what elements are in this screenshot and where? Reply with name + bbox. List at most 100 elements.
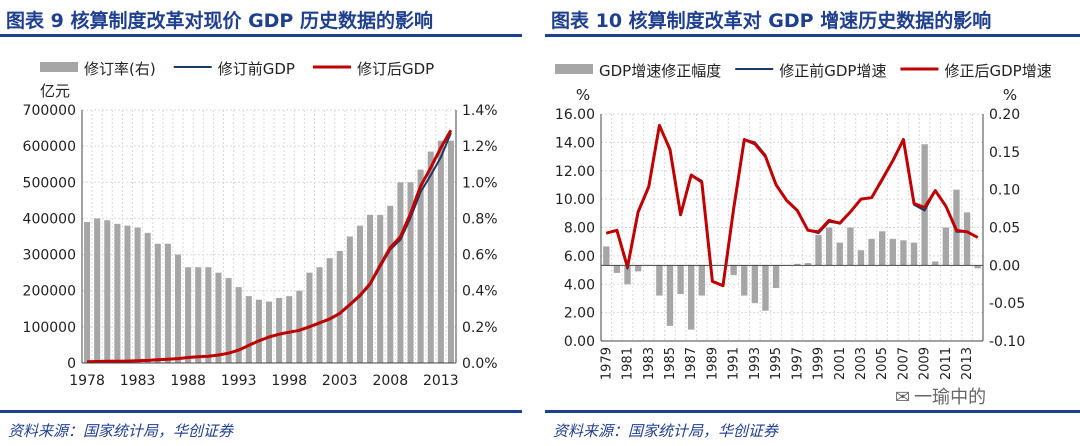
x-tick-label: 1993 (221, 373, 257, 389)
y-left-tick-label: 400000 (23, 211, 76, 227)
bar (437, 140, 444, 363)
y-left-tick-label: 6.00 (564, 249, 595, 265)
x-tick-label: 2003 (322, 373, 358, 389)
x-tick-label: 2005 (875, 347, 890, 380)
bar (134, 227, 141, 363)
bar (963, 212, 971, 266)
bar (174, 254, 182, 363)
bar (825, 227, 833, 266)
y-right-tick-label: 1.2% (462, 139, 498, 155)
x-tick-label: 2007 (896, 347, 911, 380)
y-left-tick-label: 700000 (23, 103, 76, 119)
bar (900, 240, 907, 266)
bar (185, 267, 192, 363)
y-left-tick-label: 200000 (23, 284, 76, 300)
right-panel: 图表 10 核算制度改革对 GDP 增速历史数据的影响 0.00 2.00 4.00… (545, 0, 1080, 446)
x-tick-label: 1979 (599, 347, 614, 380)
legend-label: 修订率(右) (84, 60, 156, 78)
bar (688, 265, 695, 330)
y-right-tick-label: 0.0% (462, 356, 498, 372)
legend-swatch (555, 64, 593, 74)
left-panel: 图表 9 核算制度改革对现价 GDP 历史数据的影响 0 100000 200000… (0, 0, 522, 446)
x-tick-label: 1988 (170, 373, 206, 389)
bar (932, 261, 939, 266)
x-tick-label: 1993 (748, 347, 763, 380)
bar (306, 272, 313, 363)
bar (215, 272, 222, 363)
bar (677, 265, 684, 295)
bar (367, 214, 374, 363)
y-left-tick-label: 10.00 (555, 192, 595, 208)
y-left-unit: 亿元 (40, 82, 70, 100)
y-left-tick-label: 2.00 (564, 306, 595, 322)
bar (336, 250, 343, 363)
bar (276, 297, 283, 363)
bar (387, 205, 394, 363)
y-right-tick-label: 0.15 (989, 145, 1020, 161)
y-left-tick-label: 300000 (23, 248, 76, 264)
y-right-tick-label: 1.0% (462, 175, 498, 191)
bar (225, 278, 232, 363)
bar (124, 225, 131, 363)
series-line (87, 129, 453, 364)
bar (407, 182, 414, 363)
bar (265, 301, 273, 363)
x-tick-label: 1997 (790, 347, 805, 380)
legend-label: 修订后GDP (357, 60, 434, 78)
x-tick-label: 1981 (621, 347, 636, 380)
y-left-tick-label: 14.00 (555, 135, 595, 151)
legend-label: 修订前GDP (218, 60, 295, 78)
bar (847, 227, 854, 266)
bar (698, 265, 705, 296)
bar (255, 299, 262, 363)
x-tick-label: 1987 (684, 347, 699, 380)
bar (144, 232, 151, 363)
bar (666, 265, 674, 326)
bar (316, 267, 323, 363)
bar (804, 263, 812, 266)
legend-swatch (40, 62, 78, 72)
y-right-tick-label: 0.6% (462, 248, 498, 264)
y-right-tick-label: 0.05 (989, 221, 1020, 237)
bar (286, 296, 293, 363)
watermark: ✉ 一瑜中的 (895, 383, 986, 409)
bar (235, 287, 242, 363)
bottom-rule (545, 410, 1080, 413)
bar (346, 236, 353, 363)
bar (205, 267, 212, 363)
bar (624, 265, 631, 285)
bar (296, 290, 303, 363)
series-line (605, 123, 979, 288)
bar (154, 243, 161, 363)
bar (377, 214, 384, 363)
bar (104, 220, 111, 363)
y-left-tick-label: 0 (67, 356, 76, 372)
bar (613, 265, 621, 273)
x-tick-label: 2013 (423, 373, 459, 389)
x-tick-label: 1983 (642, 347, 657, 380)
x-tick-label: 1999 (812, 347, 827, 380)
bar (762, 265, 769, 311)
bar (603, 246, 610, 266)
bar (427, 151, 434, 363)
source-note-right: 资料来源：国家统计局，华创证券 (553, 422, 779, 440)
x-tick-label: 1998 (271, 373, 307, 389)
bar (772, 265, 780, 289)
legend-label: 修正前GDP增速 (779, 62, 886, 80)
bar (84, 222, 91, 363)
bar (974, 265, 981, 269)
y-left-tick-label: 4.00 (564, 277, 595, 293)
bar (447, 140, 454, 363)
y-right-tick-label: 0.2% (462, 320, 498, 336)
y-left-tick-label: 0.00 (564, 334, 595, 350)
y-right-unit: % (1003, 86, 1017, 104)
bottom-rule (0, 410, 522, 413)
title-rule (545, 34, 1080, 37)
y-right-tick-label: 1.4% (462, 103, 498, 119)
y-left-tick-label: 500000 (23, 175, 76, 191)
bar (634, 265, 642, 272)
bar (751, 265, 759, 304)
gdp-level-chart: 0 100000 200000 300000 400000 500000 600000 700… (23, 60, 498, 389)
y-left-tick-label: 8.00 (564, 221, 595, 237)
bar (94, 218, 101, 363)
